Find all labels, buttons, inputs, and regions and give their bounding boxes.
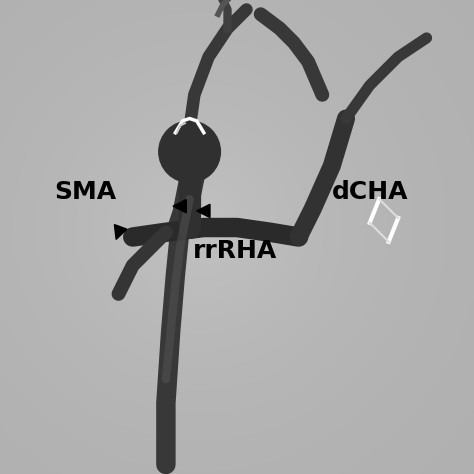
Text: rrRHA: rrRHA bbox=[192, 239, 277, 263]
Polygon shape bbox=[114, 225, 127, 239]
Text: SMA: SMA bbox=[54, 180, 117, 204]
Polygon shape bbox=[197, 204, 210, 218]
Polygon shape bbox=[173, 200, 186, 213]
Circle shape bbox=[159, 121, 220, 182]
Text: dCHA: dCHA bbox=[331, 180, 408, 204]
